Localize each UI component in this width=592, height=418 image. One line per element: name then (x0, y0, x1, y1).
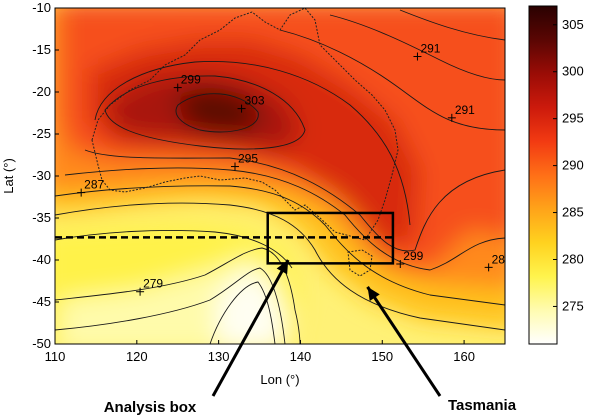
y-tick-label: -25 (32, 126, 51, 141)
coastline (91, 8, 399, 277)
contour-label: 299 (403, 249, 423, 263)
field-band-273 (215, 270, 285, 344)
contour-line (94, 60, 411, 226)
contour-label: 295 (238, 152, 258, 166)
x-tick-label: 110 (45, 349, 66, 364)
contour-line (209, 281, 276, 344)
annotation-label: Analysis box (104, 399, 197, 416)
contour-line (55, 202, 505, 331)
x-tick-label: 130 (208, 349, 230, 364)
contour-line (55, 185, 505, 306)
y-tick-label: -40 (32, 252, 51, 267)
colorbar-tick-label: 295 (562, 111, 584, 126)
colorbar (528, 5, 558, 345)
contour-line (55, 247, 301, 344)
contour-line (55, 230, 293, 269)
x-axis-ticks: 110 120 130 140 150 160 (45, 340, 475, 364)
contour-line (399, 9, 505, 41)
contour-labels: 291 299 303 291 295 287 299 28 279 (77, 42, 505, 296)
contour-lines (55, 9, 505, 344)
y-tick-label: -20 (32, 84, 51, 99)
y-tick-label: -45 (32, 294, 51, 309)
colorbar-tick-label: 305 (562, 17, 584, 32)
colorbar-tick-label: 300 (562, 64, 584, 79)
y-tick-label: -35 (32, 210, 51, 225)
contour-label: 28 (492, 252, 506, 266)
tasmania-coast (347, 249, 373, 277)
annotation-arrow (211, 259, 290, 397)
colorbar-tick-label: 280 (562, 252, 584, 267)
annotation-arrow (366, 286, 442, 397)
annotation-arrowhead (367, 286, 380, 302)
y-axis-ticks: -10 -15 -20 -25 -30 -35 -40 -45 -50 (32, 0, 59, 351)
y-tick-label: -30 (32, 168, 51, 183)
y-tick-label: -10 (32, 0, 51, 15)
x-axis-label: Lon (°) (260, 372, 299, 387)
contour-line (329, 14, 505, 81)
annotations: Analysis box Tasmania (104, 259, 517, 416)
field-band-305 (175, 86, 262, 134)
contour-line (104, 75, 306, 150)
contour-label: 291 (420, 42, 440, 56)
contour-line (55, 267, 286, 344)
colorbar-tick-label: 285 (562, 205, 584, 220)
colorbar-ticks: 305 300 295 290 285 280 275 (553, 17, 584, 313)
contour-line (84, 149, 505, 252)
contour-line (175, 93, 259, 133)
contour-label: 287 (84, 178, 104, 192)
colorbar-tick-label: 290 (562, 158, 584, 173)
contour-label: 279 (143, 277, 163, 291)
x-tick-label: 160 (453, 349, 475, 364)
annotation-label: Tasmania (448, 397, 517, 414)
heatmap-plot: 291 299 303 291 295 287 299 28 279 (55, 8, 505, 344)
y-tick-label: -15 (32, 42, 51, 57)
contour-label: 291 (455, 103, 475, 117)
annotation-arrowhead (276, 260, 289, 275)
contour-line (279, 29, 505, 131)
contour-label: 303 (245, 94, 265, 108)
x-tick-label: 140 (290, 349, 312, 364)
x-tick-label: 120 (126, 349, 148, 364)
contour-label: 299 (181, 73, 201, 87)
contour-line (64, 167, 505, 271)
colorbar-tick-label: 275 (562, 298, 584, 313)
y-axis-label: Lat (°) (1, 158, 16, 194)
y-tick-label: -50 (32, 336, 51, 351)
x-tick-label: 150 (371, 349, 393, 364)
